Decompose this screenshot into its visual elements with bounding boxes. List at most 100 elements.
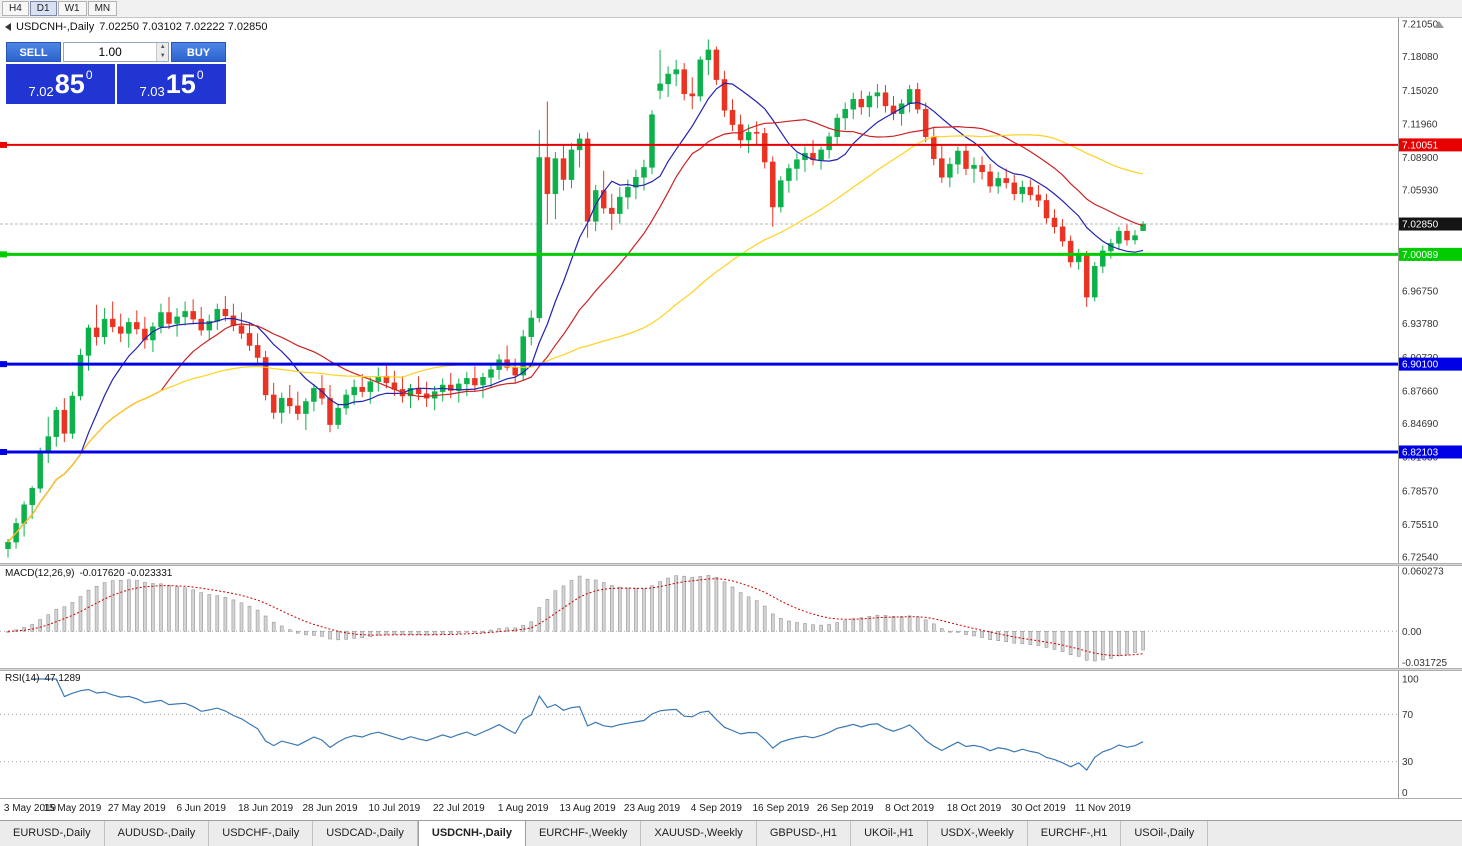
line-drag-marker: [0, 448, 7, 455]
main-chart-plot[interactable]: 7.21050 7.18080 7.15020 7.11960 7.08900 7.059…: [0, 18, 1462, 563]
line-drag-marker: [0, 361, 7, 368]
chart-tab[interactable]: GBPUSD-,H1: [756, 821, 852, 846]
timeframe-toolbar: H4 D1 W1 MN: [0, 0, 1462, 18]
volume-spinner: ▲ ▼: [156, 43, 168, 61]
svg-text:7.05930: 7.05930: [1402, 186, 1439, 197]
chart-tab[interactable]: USDCAD-,Daily: [313, 821, 418, 846]
date-axis-label: 16 Sep 2019: [752, 803, 810, 814]
date-axis-label: 18 Oct 2019: [946, 803, 1002, 814]
rsi-plot[interactable]: 100 70 30 0: [0, 671, 1462, 798]
buy-button[interactable]: BUY: [171, 42, 226, 62]
chart-symbol-title: USDCNH-,Daily: [16, 21, 95, 33]
rsi-header: RSI(14) 47.1289: [5, 673, 81, 684]
date-axis-label: 13 Aug 2019: [559, 803, 616, 814]
timeframe-button-w1[interactable]: W1: [57, 1, 87, 16]
macd-panel: 0.060273 0.00 -0.031725 MACD(12,26,9) -0.0…: [0, 566, 1462, 668]
buy-price-point: 0: [196, 68, 204, 82]
macd-plot[interactable]: 0.060273 0.00 -0.031725: [0, 566, 1462, 668]
chart-tab[interactable]: XAUUSD-,Weekly: [641, 821, 757, 846]
svg-text:6.87660: 6.87660: [1402, 386, 1439, 397]
chart-tab[interactable]: USDCHF-,Daily: [209, 821, 314, 846]
timeframe-button-mn[interactable]: MN: [87, 1, 118, 16]
date-axis-label: 23 Aug 2019: [623, 803, 681, 814]
date-axis: 3 May 2019 15 May 2019 27 May 2019 6 Jun 20…: [0, 798, 1462, 820]
svg-text:7.08900: 7.08900: [1402, 153, 1439, 164]
svg-text:0: 0: [1402, 788, 1408, 798]
svg-text:70: 70: [1402, 710, 1414, 721]
macd-label: MACD(12,26,9): [5, 568, 75, 579]
one-click-toggle-icon[interactable]: [5, 23, 11, 31]
sell-price-point: 0: [85, 68, 93, 82]
rsi-panel: 100 70 30 0 RSI(14) 47.1289: [0, 671, 1462, 798]
volume-down-icon[interactable]: ▼: [157, 52, 168, 61]
panel-splitter[interactable]: [0, 668, 1462, 671]
volume-input[interactable]: [64, 43, 157, 61]
svg-text:6.75510: 6.75510: [1402, 520, 1439, 531]
macd-header: MACD(12,26,9) -0.017620 -0.023331: [5, 568, 172, 579]
svg-text:6.78570: 6.78570: [1402, 486, 1439, 497]
moving-averages-layer: [7, 82, 1144, 543]
date-axis-label: 30 Oct 2019: [1011, 803, 1066, 814]
svg-text:6.93780: 6.93780: [1402, 319, 1439, 330]
date-axis-label: 8 Oct 2019: [885, 803, 935, 814]
macd-axis: 0.060273 0.00 -0.031725: [1398, 566, 1447, 668]
buy-price-button[interactable]: 7.03 15 0: [117, 64, 226, 104]
rsi-line: [32, 678, 1144, 772]
svg-text:6.84690: 6.84690: [1402, 419, 1439, 430]
rsi-levels: [0, 713, 1398, 763]
svg-text:7.18080: 7.18080: [1402, 52, 1439, 63]
svg-text:-0.031725: -0.031725: [1402, 658, 1447, 668]
chart-tab[interactable]: EURCHF-,H1: [1027, 821, 1122, 846]
rsi-value: 47.1289: [44, 673, 81, 684]
macd-values: -0.017620 -0.023331: [79, 568, 173, 579]
date-axis-label: 4 Sep 2019: [690, 803, 742, 814]
horizontal-lines-layer: [0, 141, 1398, 455]
date-axis-label: 15 May 2019: [43, 803, 102, 814]
chart-ohlc-values: 7.02250 7.03102 7.02222 7.02850: [99, 21, 268, 33]
price-axis: 7.21050 7.18080 7.15020 7.11960 7.08900 7.059…: [1398, 18, 1462, 563]
macd-histogram: [6, 575, 1145, 662]
date-axis-label: 27 May 2019: [107, 803, 166, 814]
svg-text:7.15020: 7.15020: [1402, 86, 1439, 97]
buy-price-main: 7.03: [139, 84, 165, 99]
date-axis-label: 18 Jun 2019: [238, 803, 294, 814]
rsi-axis: 100 70 30 0: [1398, 671, 1419, 798]
svg-text:6.72540: 6.72540: [1402, 553, 1439, 563]
date-axis-label: 26 Sep 2019: [816, 803, 874, 814]
sell-button[interactable]: SELL: [6, 42, 61, 62]
line-drag-marker: [0, 251, 7, 258]
chart-window: 7.21050 7.18080 7.15020 7.11960 7.08900 7.059…: [0, 18, 1462, 820]
timeframe-button-d1[interactable]: D1: [29, 1, 57, 16]
chart-tab[interactable]: USDX-,Weekly: [927, 821, 1028, 846]
svg-text:6.90100: 6.90100: [1402, 360, 1439, 371]
candles-layer: [5, 39, 1146, 558]
date-axis-label: 3 May 2019: [3, 803, 57, 814]
sell-price-button[interactable]: 7.02 85 0: [6, 64, 115, 104]
volume-up-icon[interactable]: ▲: [157, 43, 168, 52]
chart-tab-bar: EURUSD-,Daily AUDUSD-,Daily USDCHF-,Daily U…: [0, 820, 1462, 846]
chart-shift-icon[interactable]: [1434, 21, 1444, 28]
svg-text:7.10051: 7.10051: [1402, 140, 1439, 151]
date-axis-label: 10 Jul 2019: [368, 803, 421, 814]
chart-tab[interactable]: UKOil-,H1: [851, 821, 928, 846]
chart-tab[interactable]: AUDUSD-,Daily: [104, 821, 210, 846]
svg-text:0.00: 0.00: [1402, 627, 1422, 638]
volume-box: ▲ ▼: [63, 42, 169, 62]
timeframe-button-h4[interactable]: H4: [2, 1, 29, 16]
svg-text:7.11960: 7.11960: [1402, 119, 1438, 130]
svg-text:7.02850: 7.02850: [1402, 220, 1439, 231]
chart-header: USDCNH-,Daily 7.02250 7.03102 7.02222 7.…: [5, 21, 267, 33]
buy-price-pips: 15: [165, 69, 196, 99]
sell-price-main: 7.02: [28, 84, 54, 99]
chart-tab[interactable]: USDCNH-,Daily: [417, 821, 526, 846]
date-axis-label: 1 Aug 2019: [497, 803, 549, 814]
panel-splitter[interactable]: [0, 563, 1462, 566]
chart-tab[interactable]: USOil-,Daily: [1121, 821, 1209, 846]
date-axis-label: 28 Jun 2019: [302, 803, 358, 814]
chart-tab[interactable]: EURCHF-,Weekly: [525, 821, 642, 846]
svg-text:7.00089: 7.00089: [1402, 250, 1439, 261]
sell-price-pips: 85: [54, 69, 85, 99]
chart-tab[interactable]: EURUSD-,Daily: [0, 821, 105, 846]
svg-text:6.82103: 6.82103: [1402, 447, 1439, 458]
